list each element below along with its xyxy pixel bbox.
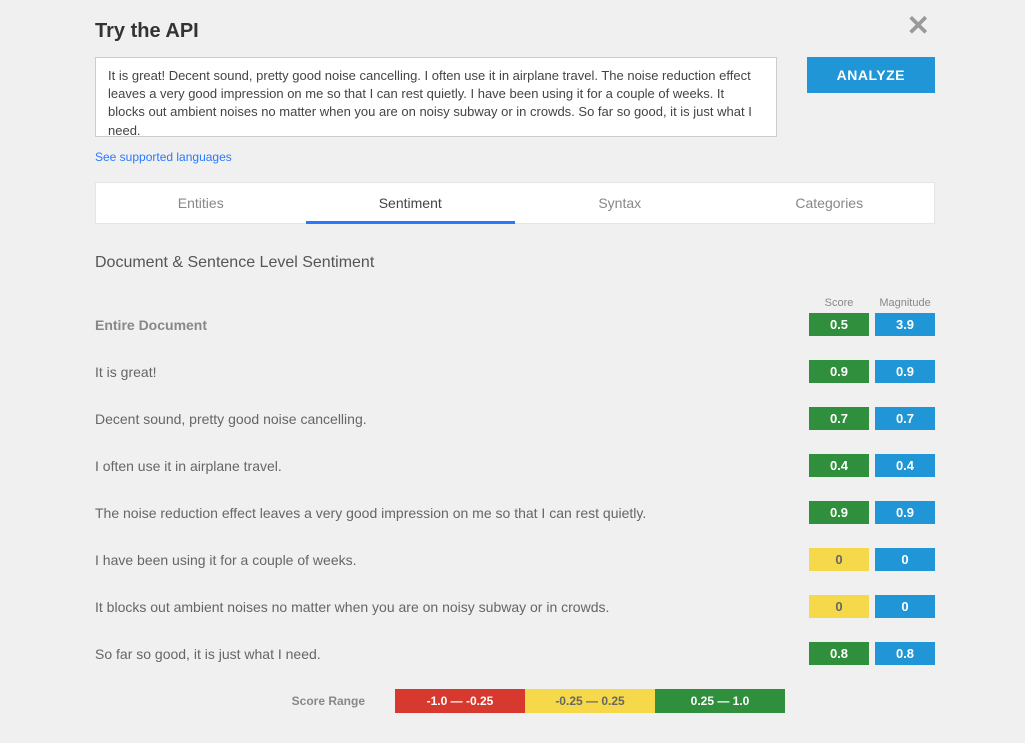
row-chips: 00 [809,548,935,571]
score-chip: 0.8 [809,642,869,665]
row-chips: 0.7 0.7 [809,407,935,430]
score-chip: 0.9 [809,360,869,383]
magnitude-chip: 0.8 [875,642,935,665]
row-label: The noise reduction effect leaves a very… [95,505,809,521]
row-chips: 00 [809,595,935,618]
row-chips: 0.9 0.9 [809,360,935,383]
magnitude-chip: 0.7 [875,407,935,430]
row-label: I often use it in airplane travel. [95,458,809,474]
page-title: Try the API [95,20,935,43]
row-label: Entire Document [95,317,809,333]
supported-languages-link[interactable]: See supported languages [95,150,232,164]
sentiment-row: Decent sound, pretty good noise cancelli… [95,407,935,430]
row-chips: 0.9 0.9 [809,501,935,524]
magnitude-chip: 0.4 [875,454,935,477]
header-score: Score [809,297,869,309]
score-chip: 0.5 [809,313,869,336]
sentiment-row: It blocks out ambient noises no matter w… [95,595,935,618]
top-row: It is great! Decent sound, pretty good n… [95,57,935,164]
magnitude-chip: 0 [875,595,935,618]
tabs: EntitiesSentimentSyntaxCategories [95,182,935,224]
header-magnitude: Magnitude [875,297,935,309]
score-chip: 0 [809,595,869,618]
text-input[interactable]: It is great! Decent sound, pretty good n… [95,57,777,137]
legend-range-neutral: -0.25 — 0.25 [525,689,655,713]
tab-entities[interactable]: Entities [96,183,306,223]
legend: Score Range -1.0 — -0.25-0.25 — 0.250.25… [95,689,935,713]
legend-range-positive: 0.25 — 1.0 [655,689,785,713]
magnitude-chip: 3.9 [875,313,935,336]
row-label: It blocks out ambient noises no matter w… [95,599,809,615]
score-chip: 0.4 [809,454,869,477]
sentiment-row: I often use it in airplane travel.0.40.4 [95,454,935,477]
tab-syntax[interactable]: Syntax [515,183,725,223]
legend-bars: -1.0 — -0.25-0.25 — 0.250.25 — 1.0 [395,689,785,713]
sentiment-row: It is great!0.90.9 [95,360,935,383]
magnitude-chip: 0.9 [875,501,935,524]
score-chip: 0.7 [809,407,869,430]
tab-sentiment[interactable]: Sentiment [306,183,516,223]
tab-categories[interactable]: Categories [725,183,935,223]
row-chips: 0.5 3.9 [809,313,935,336]
magnitude-chip: 0.9 [875,360,935,383]
input-wrap: It is great! Decent sound, pretty good n… [95,57,777,164]
score-chip: 0 [809,548,869,571]
magnitude-chip: 0 [875,548,935,571]
row-chips: 0.4 0.4 [809,454,935,477]
legend-range-negative: -1.0 — -0.25 [395,689,525,713]
close-icon[interactable]: ✕ [907,12,930,40]
row-label: It is great! [95,364,809,380]
row-label: Decent sound, pretty good noise cancelli… [95,411,809,427]
section-title: Document & Sentence Level Sentiment [95,254,935,272]
row-label: So far so good, it is just what I need. [95,646,809,662]
sentiment-rows: Entire Document0.53.9It is great!0.90.9D… [95,313,935,665]
sentiment-row: So far so good, it is just what I need.0… [95,642,935,665]
sentiment-row: Entire Document0.5 3.9 [95,313,935,336]
row-label: I have been using it for a couple of wee… [95,552,809,568]
row-chips: 0.8 0.8 [809,642,935,665]
sentiment-row: The noise reduction effect leaves a very… [95,501,935,524]
column-headers: Score Magnitude [95,297,935,309]
legend-label: Score Range [95,694,395,708]
score-chip: 0.9 [809,501,869,524]
sentiment-row: I have been using it for a couple of wee… [95,548,935,571]
analyze-button[interactable]: ANALYZE [807,57,935,93]
